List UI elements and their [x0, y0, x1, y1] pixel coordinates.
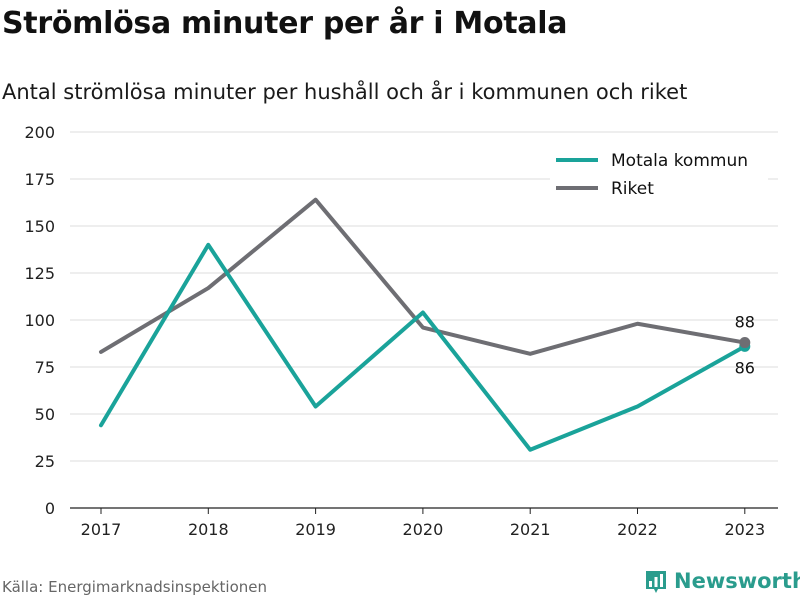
x-tick-label: 2019 — [295, 520, 336, 539]
source-note: Källa: Energimarknadsinspektionen — [2, 578, 268, 596]
bar-chart-logo-icon — [646, 571, 666, 593]
brand-logo: Newsworthy — [644, 568, 800, 594]
legend-label: Riket — [611, 179, 654, 199]
data-label: 88 — [735, 313, 755, 332]
x-tick-label: 2017 — [81, 520, 122, 539]
y-tick-label: 150 — [24, 217, 55, 236]
legend-label: Motala kommun — [611, 151, 748, 171]
end-point-riket — [739, 337, 751, 349]
legend-box — [550, 142, 768, 204]
data-label: 86 — [735, 358, 755, 377]
y-tick-label: 75 — [35, 358, 55, 377]
chart-subtitle: Antal strömlösa minuter per hushåll och … — [2, 80, 688, 104]
series-line-motala-kommun — [99, 242, 747, 452]
y-tick-label: 125 — [24, 264, 55, 283]
series-line-riket — [99, 197, 747, 356]
x-tick-label: 2021 — [510, 520, 551, 539]
y-tick-label: 25 — [35, 452, 55, 471]
x-tick-label: 2022 — [617, 520, 658, 539]
brand-name: Newsworthy — [674, 569, 800, 593]
y-tick-label: 200 — [24, 123, 55, 142]
y-tick-label: 0 — [45, 499, 55, 518]
x-tick-label: 2023 — [724, 520, 765, 539]
y-tick-label: 100 — [24, 311, 55, 330]
x-tick-label: 2018 — [188, 520, 229, 539]
y-tick-label: 175 — [24, 170, 55, 189]
x-tick-label: 2020 — [403, 520, 444, 539]
chart-title: Strömlösa minuter per år i Motala — [2, 6, 568, 41]
y-tick-label: 50 — [35, 405, 55, 424]
